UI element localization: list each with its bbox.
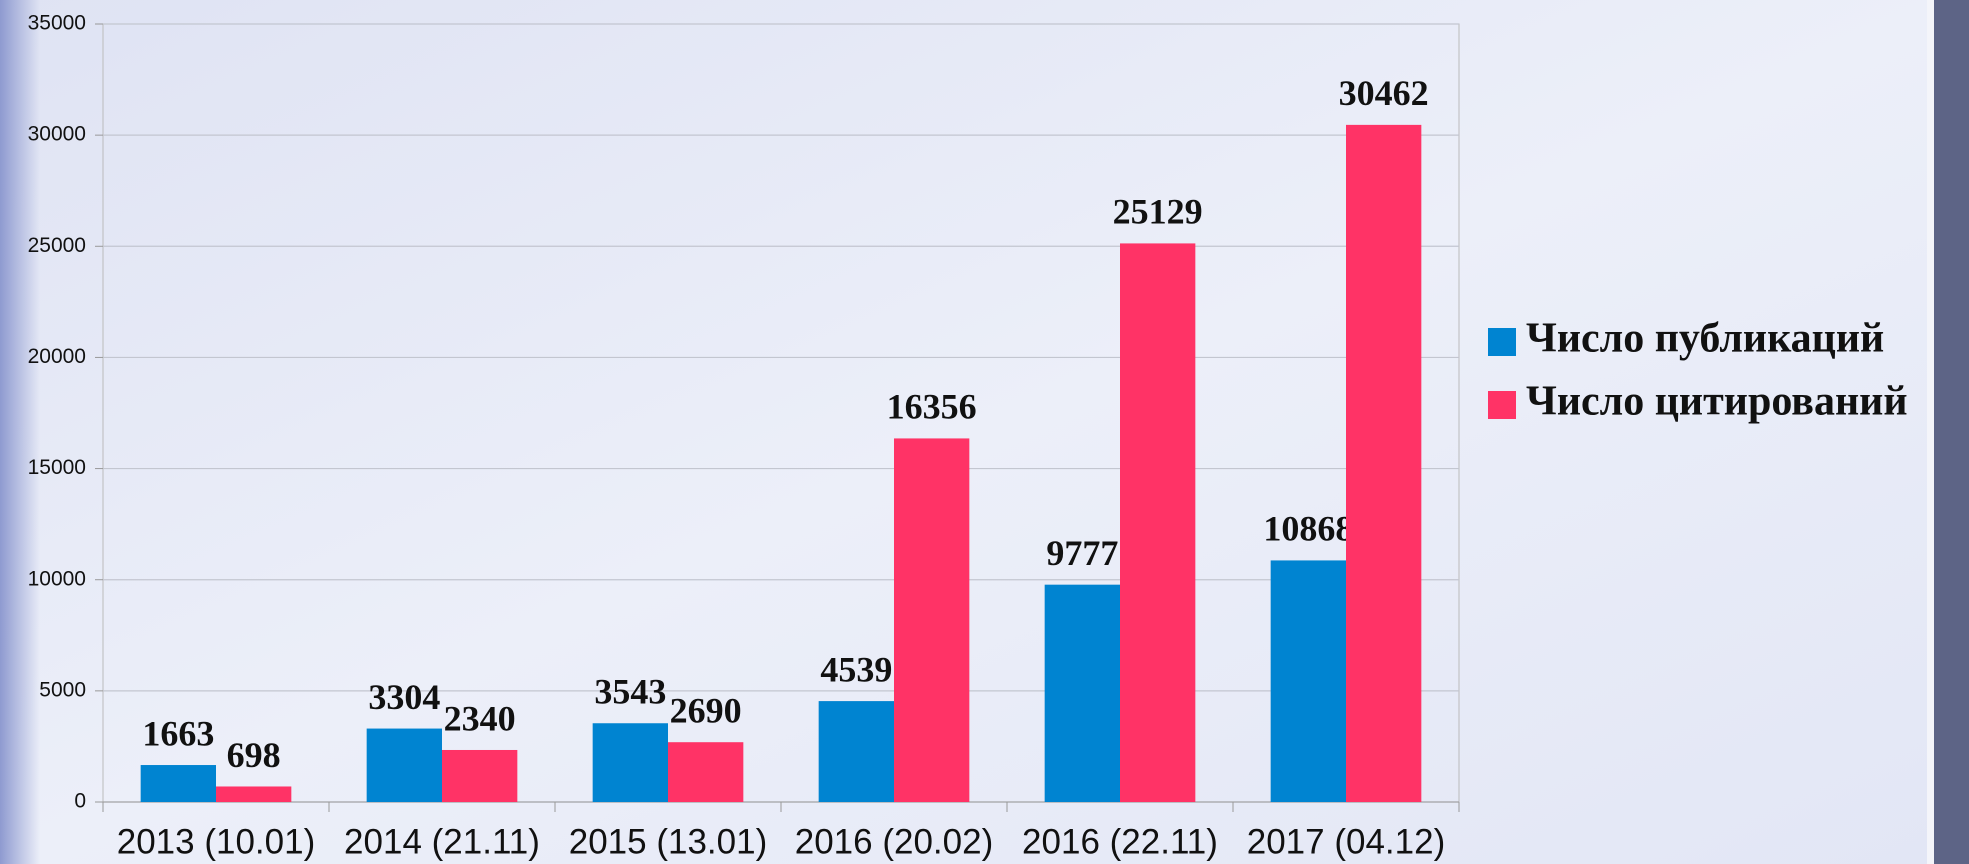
x-tick-label: 2014 (21.11) <box>344 822 540 861</box>
data-label: 698 <box>227 735 281 775</box>
data-label: 9777 <box>1046 533 1118 573</box>
bar <box>894 438 970 802</box>
y-tick-label: 10000 <box>28 567 86 590</box>
bar <box>668 742 744 802</box>
bar <box>1120 243 1196 803</box>
left-edge <box>0 0 40 864</box>
bar <box>1044 584 1120 802</box>
legend-swatch <box>1488 328 1516 356</box>
data-label: 4539 <box>820 649 892 689</box>
y-tick-label: 20000 <box>28 345 86 368</box>
x-tick-label: 2016 (22.11) <box>1022 822 1218 861</box>
bar <box>818 701 894 802</box>
data-label: 16356 <box>887 387 977 427</box>
legend-label: Число цитирований <box>1526 379 1908 425</box>
x-tick-label: 2015 (13.01) <box>569 822 767 861</box>
bar <box>592 723 668 802</box>
right-edge-highlight <box>1927 0 1934 864</box>
x-tick-label: 2016 (20.02) <box>795 822 993 861</box>
legend-label: Число публикаций <box>1526 316 1884 362</box>
y-tick-label: 15000 <box>28 456 86 479</box>
data-label: 25129 <box>1113 192 1203 232</box>
bar <box>140 765 216 802</box>
data-label: 30462 <box>1339 73 1429 113</box>
bar <box>1270 560 1346 802</box>
bar <box>366 728 442 802</box>
y-tick-label: 30000 <box>28 123 86 146</box>
y-tick-label: 35000 <box>28 12 86 35</box>
y-tick-label: 0 <box>74 790 86 813</box>
y-tick-label: 25000 <box>28 234 86 257</box>
x-tick-label: 2013 (10.01) <box>117 822 315 861</box>
data-label: 10868 <box>1263 509 1353 549</box>
y-tick-label: 5000 <box>39 678 86 701</box>
bar <box>442 749 518 802</box>
data-label: 1663 <box>142 713 214 753</box>
right-edge <box>1934 0 1969 864</box>
bar <box>216 786 292 802</box>
data-label: 2340 <box>444 698 516 738</box>
data-label: 3304 <box>368 677 440 717</box>
bar <box>1346 124 1422 802</box>
legend-swatch <box>1488 391 1516 419</box>
data-label: 3543 <box>594 672 666 712</box>
x-tick-label: 2017 (04.12) <box>1247 822 1445 861</box>
data-label: 2690 <box>670 690 742 730</box>
